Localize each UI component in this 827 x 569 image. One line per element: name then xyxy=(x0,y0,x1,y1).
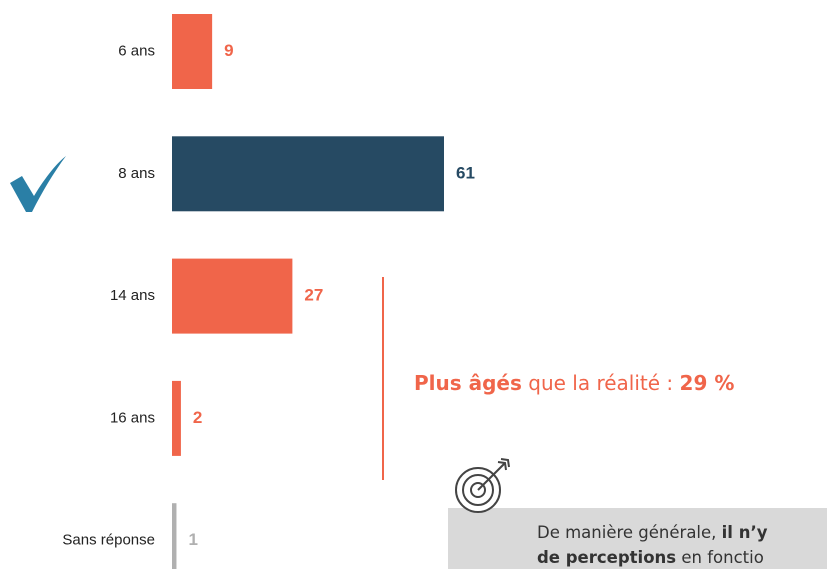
target-icon xyxy=(455,458,510,513)
callout-text: en fonctio xyxy=(676,548,764,567)
callout-line: De manière générale, il n’y xyxy=(537,523,768,542)
bar xyxy=(172,380,181,456)
annotation-part: 29 % xyxy=(680,371,735,395)
check-mark xyxy=(10,156,66,212)
bar xyxy=(172,503,177,569)
value-label: 2 xyxy=(193,408,202,427)
callout-text: de perceptions xyxy=(537,548,676,567)
bar xyxy=(172,258,293,334)
value-label: 9 xyxy=(224,41,233,60)
callout-line: de perceptions en fonctio xyxy=(537,548,764,567)
value-label: 61 xyxy=(456,163,475,182)
bar xyxy=(172,14,213,89)
callout-box xyxy=(448,508,827,569)
callout-text: De manière générale, xyxy=(537,523,722,542)
category-label: 16 ans xyxy=(110,409,155,426)
value-label: 1 xyxy=(188,530,197,549)
annotation-part: que la réalité : xyxy=(522,371,680,395)
category-label: Sans réponse xyxy=(62,532,155,549)
category-label: 14 ans xyxy=(110,287,155,304)
callout-text: il n’y xyxy=(722,523,768,542)
category-label: 6 ans xyxy=(118,42,155,59)
value-label: 27 xyxy=(304,286,323,305)
bar xyxy=(172,136,444,212)
annotation-part: Plus âgés xyxy=(414,371,522,395)
annotation: Plus âgés que la réalité : 29 % xyxy=(414,371,734,395)
category-label: 8 ans xyxy=(118,165,155,182)
